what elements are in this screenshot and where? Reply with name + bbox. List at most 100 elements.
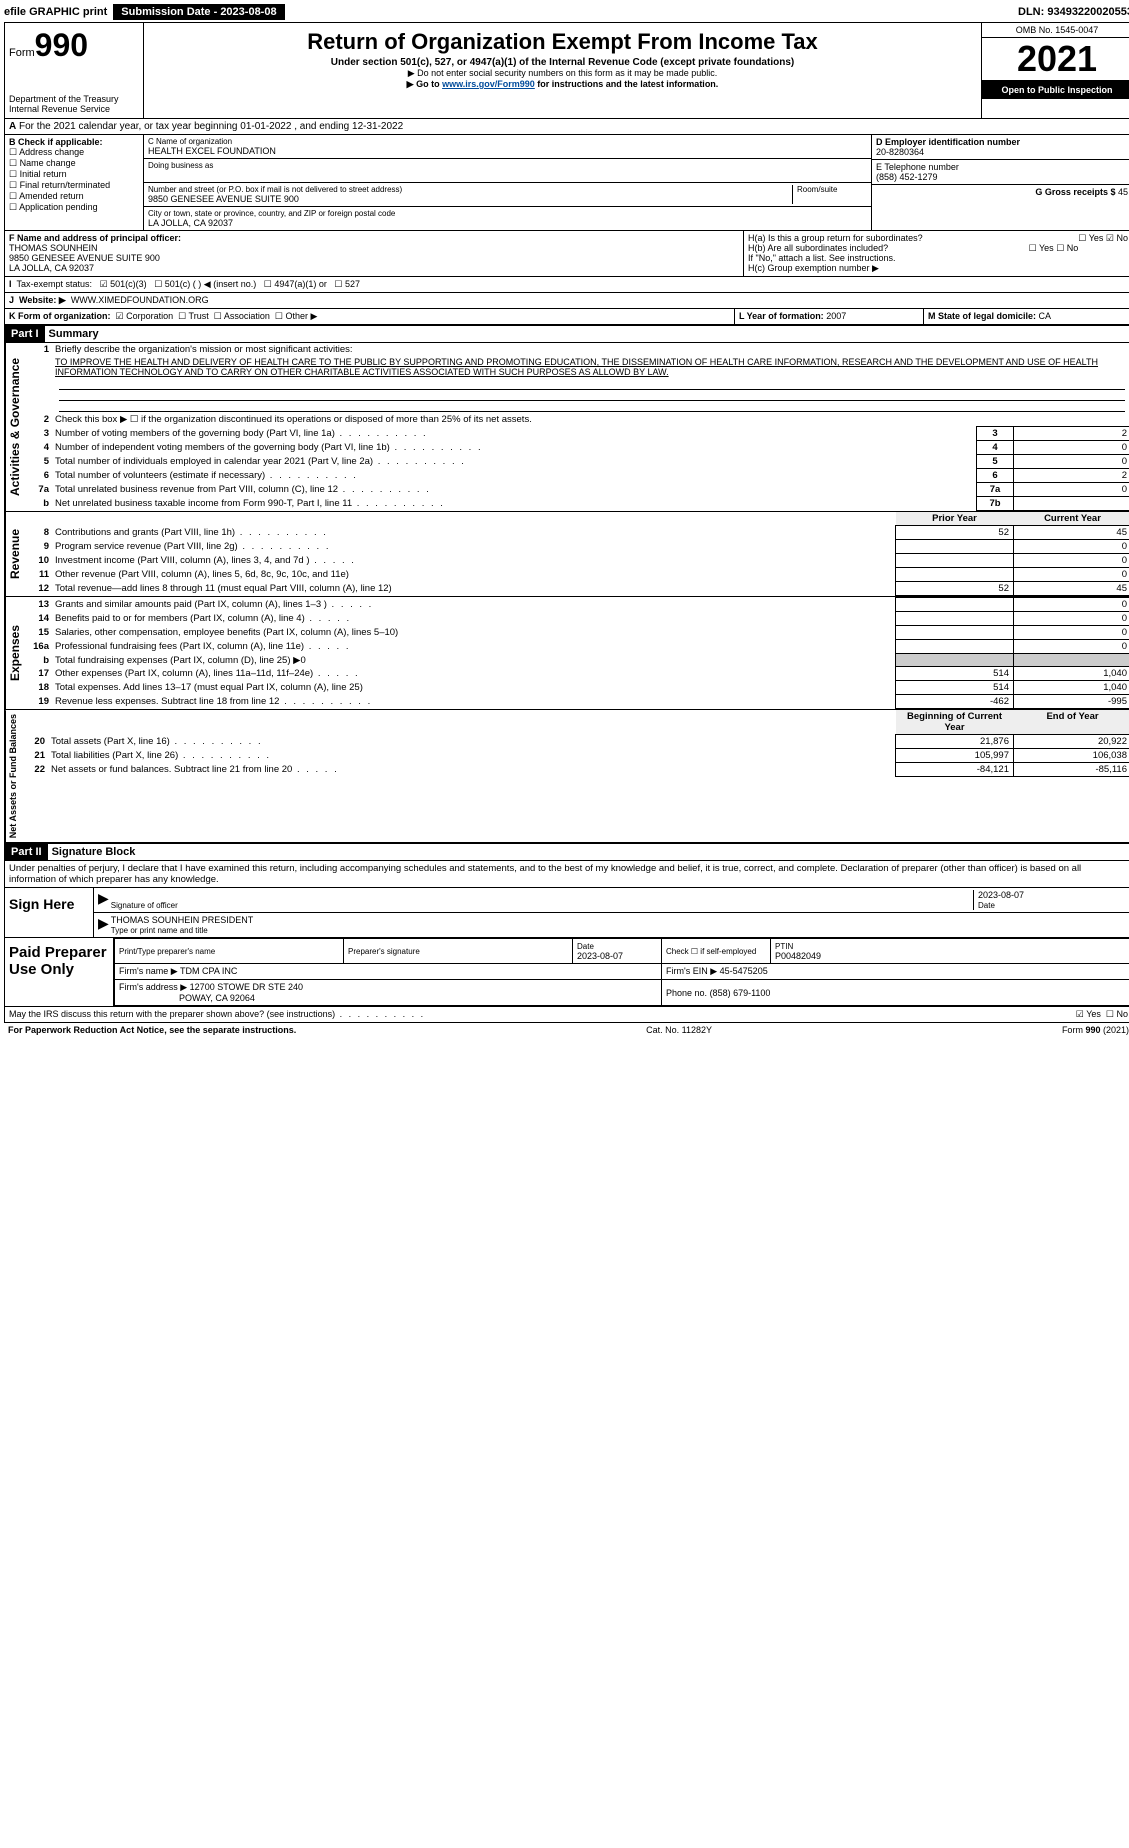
efile-label: efile GRAPHIC print [4, 6, 107, 18]
chk-501c[interactable]: 501(c) ( ) ◀ (insert no.) [154, 279, 256, 289]
cat-no: Cat. No. 11282Y [646, 1025, 712, 1035]
chk-name-change[interactable]: Name change [9, 158, 139, 169]
firm-ein-label: Firm's EIN ▶ [666, 966, 717, 976]
firm-ein: 45-5475205 [720, 966, 768, 976]
l16a: Professional fundraising fees (Part IX, … [52, 640, 896, 654]
l9: Program service revenue (Part VIII, line… [52, 540, 896, 554]
city-label: City or town, state or province, country… [148, 209, 867, 218]
website-label: Website: ▶ [19, 295, 66, 305]
prior-year-hdr: Prior Year [896, 512, 1014, 526]
c13: 0 [1014, 598, 1129, 612]
officer-addr2: LA JOLLA, CA 92037 [9, 263, 94, 273]
state-val: CA [1039, 311, 1052, 321]
c8: 45 [1014, 526, 1129, 540]
l10: Investment income (Part VIII, column (A)… [52, 554, 896, 568]
firm-addr-label: Firm's address ▶ [119, 982, 187, 992]
l4-text: Number of independent voting members of … [52, 441, 977, 455]
form-title: Return of Organization Exempt From Incom… [148, 29, 977, 55]
ptin-val: P00482049 [775, 951, 821, 961]
c17: 1,040 [1014, 667, 1129, 681]
pra-notice: For Paperwork Reduction Act Notice, see … [8, 1025, 296, 1035]
paid-label: Paid Preparer Use Only [5, 938, 114, 1006]
chk-501c3[interactable]: 501(c)(3) [100, 279, 147, 289]
hb-yes[interactable]: Yes [1029, 243, 1054, 253]
header-left: Form990 Department of the Treasury Inter… [5, 23, 144, 118]
chk-527[interactable]: 527 [334, 279, 360, 289]
ptin-label: PTIN [775, 942, 793, 951]
hc-label: H(c) Group exemption number ▶ [748, 263, 1128, 274]
box-j: J Website: ▶ WWW.XIMEDFOUNDATION.ORG [5, 293, 1129, 309]
box-b: B Check if applicable: Address change Na… [5, 135, 144, 230]
l1-label: Briefly describe the organization's miss… [52, 343, 1129, 356]
discuss-yes[interactable]: Yes [1076, 1009, 1101, 1019]
chk-amended[interactable]: Amended return [9, 191, 139, 202]
l17: Other expenses (Part IX, column (A), lin… [52, 667, 896, 681]
sig-name-label: Type or print name and title [111, 926, 208, 935]
website-value: WWW.XIMEDFOUNDATION.ORG [71, 295, 209, 305]
officer-name: THOMAS SOUNHEIN [9, 243, 98, 253]
submission-date-button[interactable]: Submission Date - 2023-08-08 [113, 4, 284, 20]
chk-final-return[interactable]: Final return/terminated [9, 180, 139, 191]
irs-link[interactable]: www.irs.gov/Form990 [442, 79, 535, 89]
sig-date-label: Date [978, 901, 995, 910]
hb-note: If "No," attach a list. See instructions… [748, 253, 1128, 263]
begin-hdr: Beginning of Current Year [896, 710, 1014, 735]
page-footer: For Paperwork Reduction Act Notice, see … [4, 1023, 1129, 1037]
org-city: LA JOLLA, CA 92037 [148, 218, 867, 228]
discuss-no[interactable]: No [1106, 1009, 1128, 1019]
chk-trust[interactable]: Trust [178, 311, 209, 321]
line-a: A For the 2021 calendar year, or tax yea… [5, 119, 1129, 135]
org-name: HEALTH EXCEL FOUNDATION [148, 146, 867, 156]
sig-name: THOMAS SOUNHEIN PRESIDENT [111, 915, 254, 925]
ha-no[interactable]: No [1106, 233, 1128, 243]
year-form-label: L Year of formation: [739, 311, 824, 321]
prep-name-label: Print/Type preparer's name [119, 947, 215, 956]
chk-initial-return[interactable]: Initial return [9, 169, 139, 180]
officer-label: F Name and address of principal officer: [9, 233, 181, 243]
phone-value: (858) 452-1279 [876, 172, 938, 182]
p18: 514 [896, 681, 1014, 695]
l7a-text: Total unrelated business revenue from Pa… [52, 483, 977, 497]
l7b-text: Net unrelated business taxable income fr… [52, 497, 977, 511]
c14: 0 [1014, 612, 1129, 626]
v7b [1014, 497, 1129, 511]
l13: Grants and similar amounts paid (Part IX… [52, 598, 896, 612]
l14: Benefits paid to or for members (Part IX… [52, 612, 896, 626]
c10: 0 [1014, 554, 1129, 568]
b20: 21,876 [896, 735, 1014, 749]
b21: 105,997 [896, 749, 1014, 763]
hb-no[interactable]: No [1056, 243, 1078, 253]
room-label: Room/suite [797, 185, 867, 194]
p15 [896, 626, 1014, 640]
chk-4947[interactable]: 4947(a)(1) or [264, 279, 327, 289]
curr-year-hdr: Current Year [1014, 512, 1129, 526]
arrow-icon [98, 915, 111, 935]
chk-other[interactable]: Other ▶ [275, 311, 318, 321]
side-rev: Revenue [5, 512, 24, 596]
chk-address-change[interactable]: Address change [9, 147, 139, 158]
header-mid: Return of Organization Exempt From Incom… [144, 23, 981, 118]
l12: Total revenue—add lines 8 through 11 (mu… [52, 582, 896, 596]
part1-title: Summary [45, 326, 103, 342]
p14 [896, 612, 1014, 626]
gross-label: G Gross receipts $ [1035, 187, 1115, 197]
l16b: Total fundraising expenses (Part IX, col… [52, 654, 896, 667]
sig-officer-label: Signature of officer [111, 901, 178, 910]
end-hdr: End of Year [1014, 710, 1129, 735]
l15: Salaries, other compensation, employee b… [52, 626, 896, 640]
form-subtitle: Under section 501(c), 527, or 4947(a)(1)… [148, 57, 977, 68]
chk-assoc[interactable]: Association [214, 311, 270, 321]
ha-yes[interactable]: Yes [1078, 233, 1103, 243]
self-emp-label: Check ☐ if self-employed [662, 939, 771, 964]
chk-corp[interactable]: Corporation [116, 311, 174, 321]
prep-sig-label: Preparer's signature [348, 947, 420, 956]
prep-date-label: Date [577, 942, 594, 951]
chk-app-pending[interactable]: Application pending [9, 202, 139, 213]
org-address: 9850 GENESEE AVENUE SUITE 900 [148, 194, 792, 204]
part1-header: Part I [5, 326, 45, 342]
year-form-val: 2007 [826, 311, 846, 321]
firm-addr2: POWAY, CA 92064 [179, 993, 255, 1003]
c9: 0 [1014, 540, 1129, 554]
firm-name-label: Firm's name ▶ [119, 966, 178, 976]
l8: Contributions and grants (Part VIII, lin… [52, 526, 896, 540]
